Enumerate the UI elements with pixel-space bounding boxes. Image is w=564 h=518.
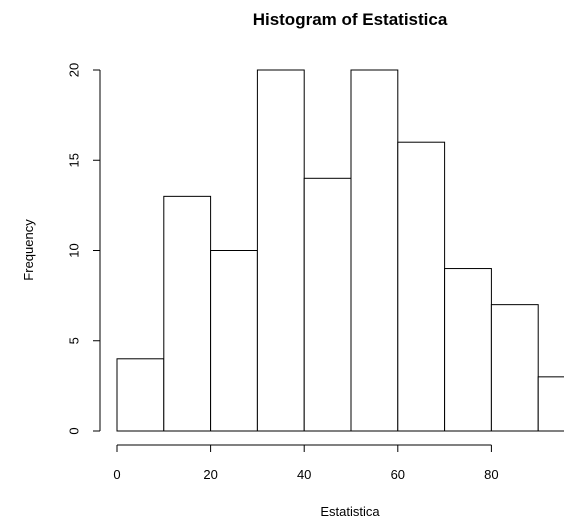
histogram-bar — [350, 69, 399, 432]
x-tick-label: 60 — [391, 467, 405, 482]
x-axis: 0 20 40 60 80 — [113, 444, 499, 482]
x-tick-label: 80 — [484, 467, 498, 482]
histogram-bar — [397, 141, 446, 432]
histogram-bar — [116, 358, 165, 432]
chart-title: Histogram of Estatistica — [253, 10, 448, 29]
histogram-bar — [303, 177, 352, 432]
histogram-bar — [444, 268, 492, 432]
histogram-bar — [537, 376, 564, 432]
x-tick-label: 0 — [113, 467, 120, 482]
histogram-bar — [163, 195, 212, 432]
histogram-bar — [490, 304, 539, 432]
y-tick-label: 20 — [67, 63, 82, 77]
y-tick-label: 10 — [67, 243, 82, 257]
histogram-bars — [116, 69, 564, 432]
y-tick-label: 5 — [67, 337, 82, 344]
y-tick-label: 15 — [67, 153, 82, 167]
y-axis: 0 5 10 15 20 — [67, 63, 101, 435]
y-tick-label: 0 — [67, 427, 82, 434]
histogram-bar — [256, 69, 305, 432]
x-tick-label: 20 — [203, 467, 217, 482]
histogram-bar — [210, 250, 258, 432]
x-tick-label: 40 — [297, 467, 311, 482]
x-axis-label: Estatistica — [320, 504, 380, 518]
y-axis-label: Frequency — [21, 219, 36, 281]
